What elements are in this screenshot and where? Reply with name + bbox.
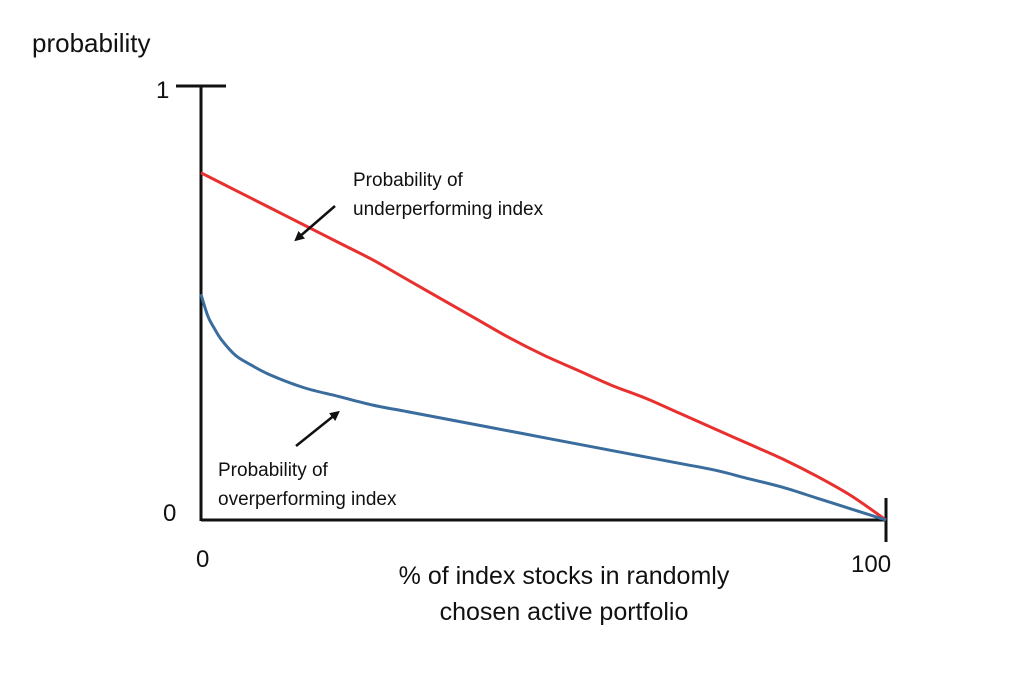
x-axis-label-line-2: chosen active portfolio (440, 598, 689, 626)
annotation-overperforming-line-1: Probability of (218, 460, 329, 481)
annotation-overperforming-line-2: overperforming index (218, 489, 397, 510)
y-tick-label-min: 0 (163, 500, 176, 527)
annotation-underperforming-arrow (294, 205, 336, 242)
x-tick-label-max: 100 (851, 551, 891, 578)
annotation-overperforming-arrow (295, 410, 340, 447)
x-tick-label-min: 0 (196, 546, 209, 573)
y-tick-label-max: 1 (156, 77, 169, 104)
annotation-underperforming-line-1: Probability of (353, 170, 464, 191)
annotation-underperforming-line-2: underperforming index (353, 199, 544, 220)
y-axis-label: probability (32, 28, 151, 58)
x-axis-label-line-1: % of index stocks in randomly (399, 562, 730, 590)
series-layer (199, 171, 887, 522)
series-line-over (199, 293, 887, 522)
series-line-under (200, 171, 887, 522)
